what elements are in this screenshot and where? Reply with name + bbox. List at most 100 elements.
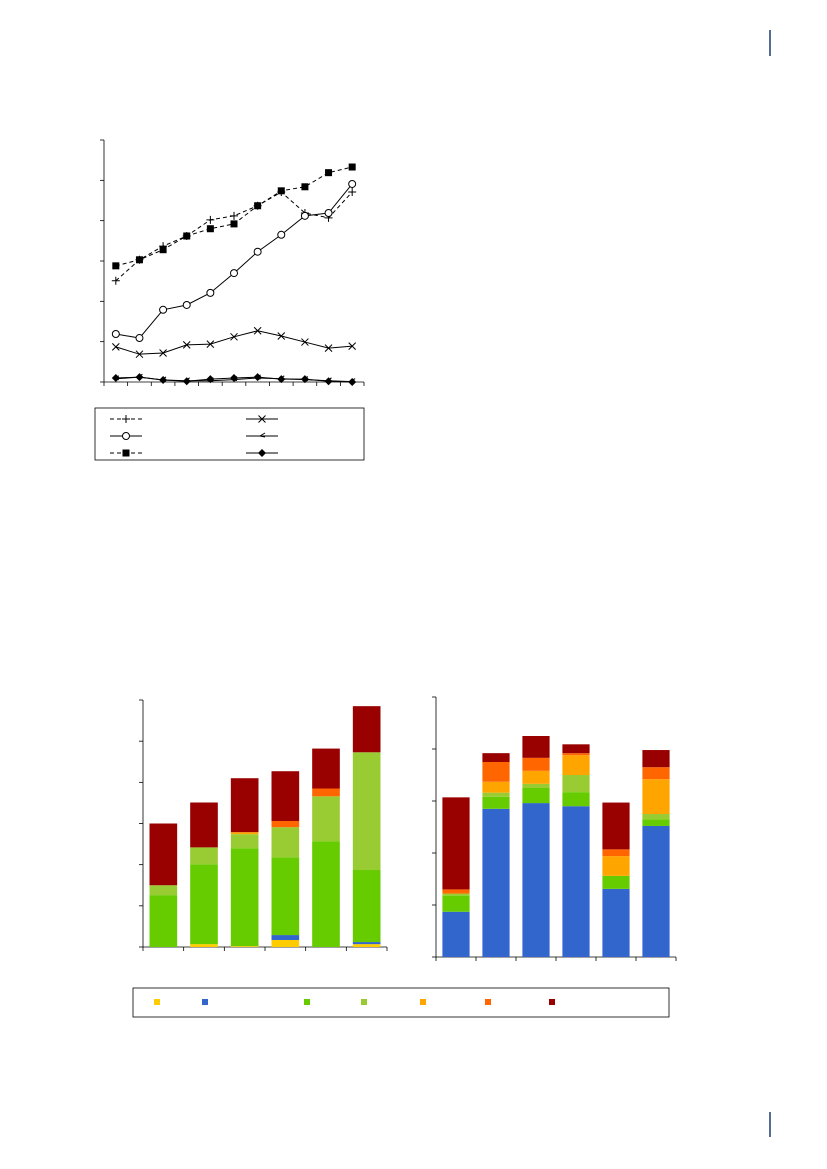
bar-segment xyxy=(271,821,300,828)
bar-segment xyxy=(642,767,670,780)
bar-segment xyxy=(522,803,550,957)
marker xyxy=(230,332,238,341)
bar-segment xyxy=(352,942,381,945)
bar-segment xyxy=(642,825,670,957)
marker xyxy=(111,276,120,285)
marker xyxy=(159,305,168,314)
marker xyxy=(230,211,238,220)
marker xyxy=(348,163,356,171)
bar-segment xyxy=(522,736,550,758)
bar-segment xyxy=(271,857,300,936)
bar-segment xyxy=(562,775,590,793)
bar-segment xyxy=(642,814,670,820)
bar-segment xyxy=(602,875,630,889)
marker xyxy=(206,215,215,224)
bar-segment xyxy=(190,802,218,848)
bar-segment xyxy=(522,783,550,788)
marker xyxy=(135,373,144,382)
marker xyxy=(253,247,262,256)
marker xyxy=(111,330,120,339)
marker xyxy=(254,202,262,210)
bar-segment xyxy=(352,706,381,753)
marker xyxy=(348,342,357,350)
bar-segment xyxy=(271,935,300,941)
bar-segment xyxy=(352,870,381,943)
marker xyxy=(122,432,130,440)
bar-segment xyxy=(562,753,590,756)
marker xyxy=(277,332,286,340)
bar-segment xyxy=(522,757,550,771)
bar-segment xyxy=(482,781,510,793)
marker xyxy=(135,256,143,264)
bar-segment xyxy=(271,771,300,822)
bar-segment xyxy=(522,788,550,804)
legend-swatch xyxy=(485,999,491,1005)
marker xyxy=(324,344,333,352)
marker xyxy=(230,220,238,228)
legend-swatch xyxy=(304,999,310,1005)
marker xyxy=(230,373,238,382)
bar-segment xyxy=(190,847,218,865)
marker xyxy=(258,415,266,423)
marker xyxy=(182,377,191,386)
marker xyxy=(348,378,357,386)
bar-segment xyxy=(482,753,510,762)
bar-segment xyxy=(190,944,218,947)
bar-segment xyxy=(482,808,510,957)
marker xyxy=(325,169,333,177)
bar-segment xyxy=(312,748,340,789)
marker xyxy=(182,341,191,349)
bar-segment xyxy=(642,819,670,826)
bar-segment xyxy=(271,827,300,858)
marker xyxy=(324,209,333,218)
marker xyxy=(277,187,285,195)
marker xyxy=(135,334,144,343)
bar-segment xyxy=(482,796,510,809)
marker xyxy=(301,338,309,346)
bar-segment xyxy=(442,911,470,957)
line-legend xyxy=(94,407,365,461)
marker xyxy=(206,340,215,348)
marker xyxy=(122,415,130,423)
marker xyxy=(277,375,286,384)
legend-swatch xyxy=(361,999,367,1005)
marker xyxy=(300,375,309,384)
bar-segment xyxy=(230,834,259,849)
bar-segment xyxy=(230,778,259,833)
marker xyxy=(159,375,168,384)
marker xyxy=(159,246,167,254)
series-line xyxy=(115,330,353,355)
bar-segment xyxy=(230,832,259,835)
bar-segment xyxy=(442,893,470,896)
bar-segment xyxy=(442,895,470,912)
marker xyxy=(111,373,120,382)
marker xyxy=(277,230,286,239)
marker xyxy=(258,432,266,438)
marker xyxy=(348,188,357,197)
bar-segment xyxy=(352,752,381,871)
bar-segment xyxy=(312,841,340,947)
bar-segment xyxy=(642,750,670,768)
bar-segment xyxy=(149,823,178,886)
bar-segment xyxy=(149,885,178,896)
marker xyxy=(301,183,309,191)
marker xyxy=(258,449,266,457)
bar-segment xyxy=(442,889,470,894)
bar-segment xyxy=(562,755,590,775)
bar-segment xyxy=(190,864,218,945)
marker xyxy=(135,350,144,359)
bar-segment xyxy=(602,888,630,957)
marker xyxy=(122,449,130,457)
bar-segment xyxy=(149,895,178,947)
bar-segment xyxy=(230,848,259,947)
bar-segment xyxy=(482,762,510,782)
bar-segment xyxy=(230,946,259,947)
bar-legend xyxy=(132,987,670,1018)
marker xyxy=(112,262,120,270)
marker xyxy=(206,225,214,233)
series-line xyxy=(115,191,353,282)
bar-segment xyxy=(562,792,590,807)
marker xyxy=(182,300,191,309)
marker xyxy=(324,377,333,386)
